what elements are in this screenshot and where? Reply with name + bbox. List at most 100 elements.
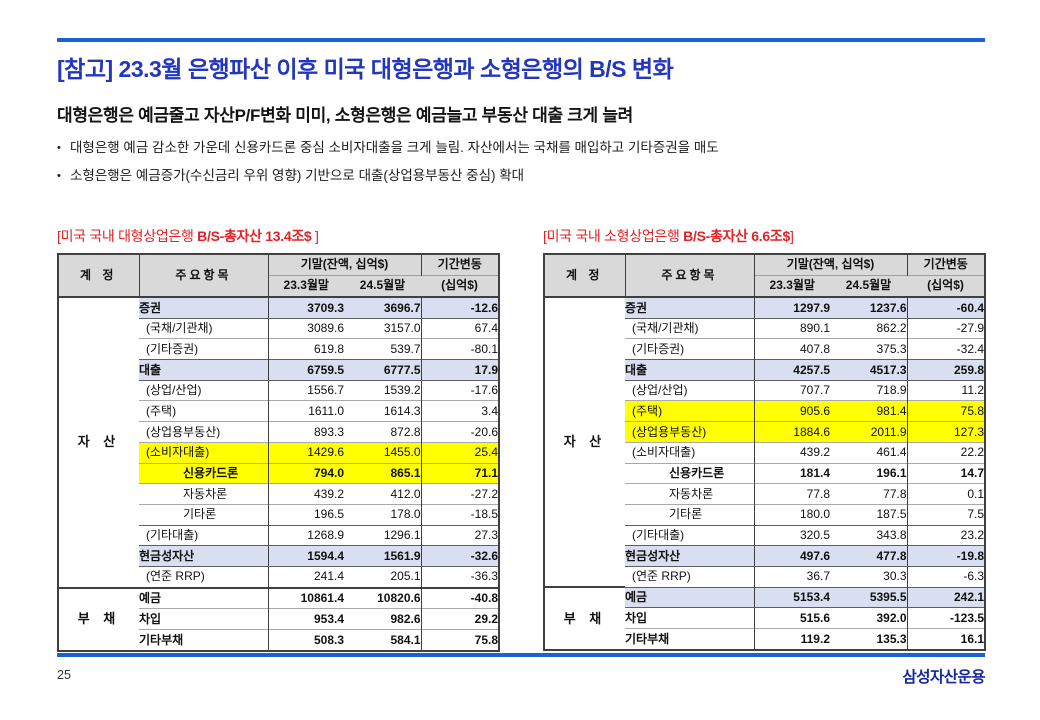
page-number: 25 [57, 668, 71, 682]
table-row: 기타론 180.0 187.5 7.5 [544, 503, 986, 526]
value-mar23-cell: 196.5 [268, 503, 344, 526]
value-may24-cell: 3157.0 [344, 317, 422, 339]
value-mar23-cell: 707.7 [754, 379, 830, 401]
value-mar23-cell: 3089.6 [268, 317, 344, 339]
value-mar23-cell: 320.5 [754, 524, 830, 546]
item-label-cell: (기타대출) [625, 524, 755, 546]
value-may24-cell: 718.9 [830, 379, 908, 401]
value-mar23-cell: 794.0 [268, 462, 344, 484]
item-label-cell: 차입 [139, 608, 269, 630]
value-may24-cell: 865.1 [344, 462, 422, 484]
caption-prefix: [미국 국내 소형상업은행 [543, 228, 684, 244]
change-cell: -6.3 [907, 565, 986, 588]
table-row: (연준 RRP) 241.4 205.1 -36.3 [58, 565, 500, 588]
table-row: 자동차론 77.8 77.8 0.1 [544, 483, 986, 505]
col-header-month-b: 24.5월말 [830, 275, 908, 297]
value-may24-cell: 584.1 [344, 628, 422, 651]
bullet-text: 소형은행은 예금증가(수신금리 우위 영향) 기반으로 대출(상업용부동산 중심… [70, 168, 525, 183]
item-label-cell: 예금 [625, 586, 755, 609]
account-group-cell: 자 산 [58, 296, 139, 588]
table-header: 계 정 주요항목 기말(잔액, 십억$) 기간변동 23.3월말 24.5월말 … [544, 254, 986, 297]
value-mar23-cell: 439.2 [754, 441, 830, 463]
caption-suffix: ] [789, 228, 794, 244]
item-label-cell: 기타부채 [139, 628, 269, 651]
account-group-cell: 자 산 [544, 295, 625, 588]
value-mar23-cell: 905.6 [754, 400, 830, 422]
change-cell: -12.6 [421, 296, 500, 319]
item-label-cell: (국채/기관채) [625, 317, 755, 339]
value-may24-cell: 375.3 [830, 338, 908, 360]
value-mar23-cell: 181.4 [754, 462, 830, 484]
change-cell: 11.2 [907, 379, 986, 401]
table-row: 자동차론 439.2 412.0 -27.2 [58, 483, 500, 505]
item-label-cell: 자동차론 [139, 483, 269, 505]
change-cell: 14.7 [907, 462, 986, 484]
change-cell: -40.8 [421, 586, 500, 609]
col-header-change: 기간변동 [907, 254, 986, 276]
value-mar23-cell: 3709.3 [268, 296, 344, 319]
account-group-cell: 부 채 [544, 586, 625, 650]
value-mar23-cell: 1611.0 [268, 400, 344, 422]
samsung-asset-management-logo: 삼성자산운용 [902, 669, 985, 686]
value-mar23-cell: 439.2 [268, 483, 344, 505]
item-label-cell: (기타증권) [625, 338, 755, 360]
value-mar23-cell: 1884.6 [754, 421, 830, 443]
change-cell: -20.6 [421, 421, 500, 443]
table-row: (기타증권) 619.8 539.7 -80.1 [58, 338, 500, 360]
change-cell: -19.8 [907, 545, 986, 567]
value-may24-cell: 1561.9 [344, 545, 422, 567]
table-row: (국채/기관채) 890.1 862.2 -27.9 [544, 317, 986, 339]
table-row: 현금성자산 497.6 477.8 -19.8 [544, 545, 986, 567]
value-may24-cell: 135.3 [830, 627, 908, 650]
value-may24-cell: 178.0 [344, 503, 422, 526]
change-cell: 22.2 [907, 441, 986, 463]
bullet-icon: • [57, 142, 61, 154]
bullet-text: 대형은행 예금 감소한 가운데 신용카드론 중심 소비자대출을 크게 늘림. 자… [70, 140, 719, 155]
table-row: 자 산 증권 3709.3 3696.7 -12.6 [58, 296, 500, 588]
table-body: 자 산 증권 1297.9 1237.6 -60.4 (국채/기관채) 890.1 862.2… [544, 295, 986, 650]
table-row: (기타대출) 1268.9 1296.1 27.3 [58, 524, 500, 546]
value-mar23-cell: 893.3 [268, 421, 344, 443]
table-row: (연준 RRP) 36.7 30.3 -6.3 [544, 565, 986, 588]
col-header-change: 기간변동 [421, 254, 500, 276]
item-label-cell: 자동차론 [625, 483, 755, 505]
change-cell: 3.4 [421, 400, 500, 422]
value-mar23-cell: 5153.4 [754, 586, 830, 609]
change-cell: 67.4 [421, 317, 500, 339]
value-may24-cell: 1455.0 [344, 441, 422, 463]
col-header-account: 계 정 [58, 254, 140, 297]
item-label-cell: (연준 RRP) [139, 565, 269, 588]
value-may24-cell: 1296.1 [344, 524, 422, 546]
value-mar23-cell: 180.0 [754, 503, 830, 526]
bullet-item: • 대형은행 예금 감소한 가운데 신용카드론 중심 소비자대출을 크게 늘림. … [57, 134, 997, 162]
value-may24-cell: 196.1 [830, 462, 908, 484]
page-title: [참고] 23.3월 은행파산 이후 미국 대형은행과 소형은행의 B/S 변화 [57, 56, 674, 82]
change-cell: -80.1 [421, 338, 500, 360]
value-may24-cell: 205.1 [344, 565, 422, 588]
value-may24-cell: 412.0 [344, 483, 422, 505]
item-label-cell: (상업/산업) [625, 379, 755, 401]
value-mar23-cell: 1268.9 [268, 524, 344, 546]
item-label-cell: 기타론 [139, 503, 269, 526]
value-may24-cell: 187.5 [830, 503, 908, 526]
small-banks-panel: [미국 국내 소형상업은행 B/S-총자산 6.6조$] 계 정 주요항목 기말… [543, 226, 988, 651]
col-header-item: 주요항목 [625, 254, 755, 297]
value-may24-cell: 5395.5 [830, 586, 908, 609]
value-may24-cell: 461.4 [830, 441, 908, 463]
value-may24-cell: 1614.3 [344, 400, 422, 422]
table-row: 기타부채 119.2 135.3 16.1 [544, 627, 986, 650]
change-cell: -27.2 [421, 483, 500, 505]
caption-bold-total-assets: B/S-총자산 6.6조$ [683, 228, 790, 244]
item-label-cell: (주택) [625, 400, 755, 422]
col-header-change-unit: (십억$) [907, 275, 986, 297]
col-header-period-group: 기말(잔액, 십억$) [754, 254, 908, 276]
value-mar23-cell: 619.8 [268, 338, 344, 360]
table-row: (소비자대출) 1429.6 1455.0 25.4 [58, 441, 500, 463]
value-mar23-cell: 407.8 [754, 338, 830, 360]
item-label-cell: 신용카드론 [625, 462, 755, 484]
bottom-divider-rule [57, 653, 985, 657]
value-mar23-cell: 1594.4 [268, 545, 344, 567]
bs-table-small-banks: 계 정 주요항목 기말(잔액, 십억$) 기간변동 23.3월말 24.5월말 … [543, 253, 987, 651]
caption-bold-total-assets: B/S-총자산 13.4조$ [197, 228, 312, 244]
bs-table-large-banks: 계 정 주요항목 기말(잔액, 십억$) 기간변동 23.3월말 24.5월말 … [57, 253, 501, 652]
